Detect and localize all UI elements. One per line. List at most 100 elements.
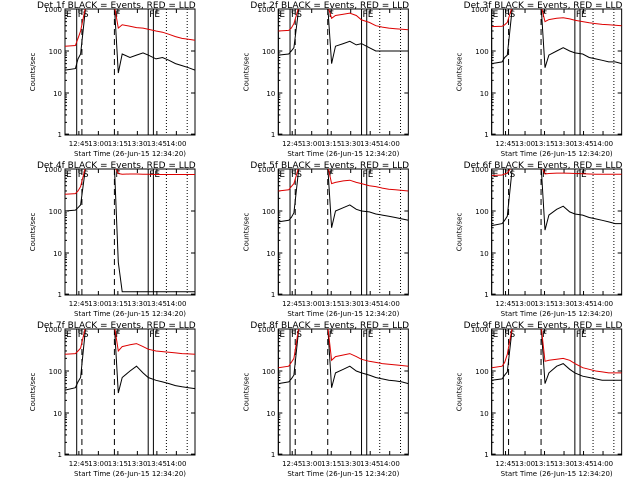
series-line-lld [65, 169, 195, 195]
x-axis-label: Start Time (26-Jun-15 12:34:20) [74, 310, 186, 318]
series-line-lld [491, 329, 622, 374]
marker-label: F [78, 170, 83, 180]
x-tick-label: 13:30 [341, 300, 361, 308]
x-tick-label: 13:15 [108, 300, 128, 308]
x-tick-label: 12:45 [69, 460, 89, 468]
marker-label: F [149, 330, 154, 340]
marker-label: F [78, 10, 83, 20]
marker-label: E [279, 170, 285, 180]
panel-det-5f: Det 5f BLACK = Events, RED = LLD 1 10 100 10… [242, 161, 409, 318]
marker-label: F [78, 330, 83, 340]
y-axis-label: Counts/sec [456, 213, 464, 252]
x-tick-label: 13:00 [515, 140, 535, 148]
x-tick-label: 13:45 [360, 300, 380, 308]
y-tick-label: 1 [58, 451, 62, 459]
x-tick-label: 14:00 [166, 460, 186, 468]
x-tick-label: 14:00 [380, 460, 400, 468]
marker-label: E [368, 330, 374, 340]
x-tick-label: 13:45 [573, 140, 593, 148]
marker-label: E [66, 170, 72, 180]
series-line-events [278, 9, 409, 64]
y-axis-label: Counts/sec [456, 373, 464, 412]
marker-label: E [493, 10, 499, 20]
y-tick-label: 100 [49, 208, 62, 216]
x-axis-label: Start Time (26-Jun-15 12:34:20) [74, 470, 186, 478]
y-tick-label: 1 [58, 131, 62, 139]
marker-label: S [510, 170, 516, 180]
series-group [65, 329, 195, 394]
panel-det-3f: Det 3f BLACK = Events, RED = LLD 1 10 100 10… [456, 1, 623, 158]
panel-det-7f: Det 7f BLACK = Events, RED = LLD 1 10 100 10… [29, 321, 196, 478]
marker-label: E [154, 10, 160, 20]
x-tick-label: 13:30 [554, 140, 574, 148]
x-axis-label: Start Time (26-Jun-15 12:34:20) [501, 150, 613, 158]
y-tick-label: 100 [262, 208, 275, 216]
x-tick-label: 13:45 [360, 140, 380, 148]
y-axis-label: Counts/sec [242, 373, 250, 412]
x-tick-label: 13:30 [554, 460, 574, 468]
marker-label: F [291, 330, 296, 340]
series-line-events [65, 169, 195, 293]
panel-title: Det 4f BLACK = Events, RED = LLD [37, 161, 196, 171]
x-tick-label: 13:00 [515, 460, 535, 468]
x-tick-label: 14:00 [380, 140, 400, 148]
panel-title: Det 5f BLACK = Events, RED = LLD [250, 161, 409, 171]
x-axis-label: Start Time (26-Jun-15 12:34:20) [501, 470, 613, 478]
series-line-events [491, 9, 622, 68]
panel-det-2f: Det 2f BLACK = Events, RED = LLD 1 10 100 10… [242, 1, 409, 158]
x-tick-label: 12:45 [495, 460, 515, 468]
x-tick-label: 13:45 [573, 300, 593, 308]
y-tick-label: 100 [262, 368, 275, 376]
marker-label: F [576, 170, 581, 180]
panel-det-4f: Det 4f BLACK = Events, RED = LLD 1 10 100 10… [29, 161, 196, 318]
y-axis-label: Counts/sec [29, 53, 37, 92]
y-tick-label: 1 [484, 131, 488, 139]
series-line-lld [491, 169, 622, 176]
x-tick-label: 13:45 [147, 140, 167, 148]
y-tick-label: 10 [480, 410, 489, 418]
marker-label: F [576, 330, 581, 340]
marker-label: F [115, 170, 120, 180]
marker-label: F [329, 330, 334, 340]
y-tick-label: 10 [53, 250, 62, 258]
series-line-events [65, 329, 195, 394]
y-tick-label: 100 [475, 208, 488, 216]
x-tick-label: 13:15 [534, 140, 554, 148]
panel-title: Det 7f BLACK = Events, RED = LLD [37, 321, 196, 331]
y-tick-label: 10 [480, 250, 489, 258]
series-line-lld [278, 329, 409, 369]
marker-label: E [66, 10, 72, 20]
y-axis-label: Counts/sec [242, 213, 250, 252]
y-tick-label: 100 [475, 48, 488, 56]
series-group [491, 9, 622, 68]
x-tick-label: 12:45 [495, 140, 515, 148]
x-tick-label: 12:45 [282, 140, 302, 148]
y-tick-label: 10 [266, 90, 275, 98]
plot-frame [491, 168, 623, 296]
y-tick-label: 1 [271, 131, 275, 139]
marker-label: F [363, 330, 368, 340]
marker-label: F [542, 170, 547, 180]
x-tick-label: 13:30 [341, 140, 361, 148]
series-line-lld [491, 9, 622, 28]
y-tick-label: 10 [480, 90, 489, 98]
marker-label: F [363, 170, 368, 180]
marker-label: F [149, 170, 154, 180]
marker-label: E [368, 170, 374, 180]
x-tick-label: 13:30 [127, 300, 147, 308]
plot-frame [64, 328, 196, 456]
marker-label: E [581, 10, 587, 20]
x-tick-label: 14:00 [166, 300, 186, 308]
x-tick-label: 13:30 [554, 300, 574, 308]
plot-frame [491, 8, 623, 136]
y-tick-label: 1 [484, 291, 488, 299]
marker-label: E [493, 330, 499, 340]
y-tick-label: 100 [49, 368, 62, 376]
marker-label: F [329, 170, 334, 180]
x-tick-label: 12:45 [69, 300, 89, 308]
marker-label: S [296, 10, 302, 20]
marker-label: F [363, 10, 368, 20]
series-group [491, 329, 622, 384]
